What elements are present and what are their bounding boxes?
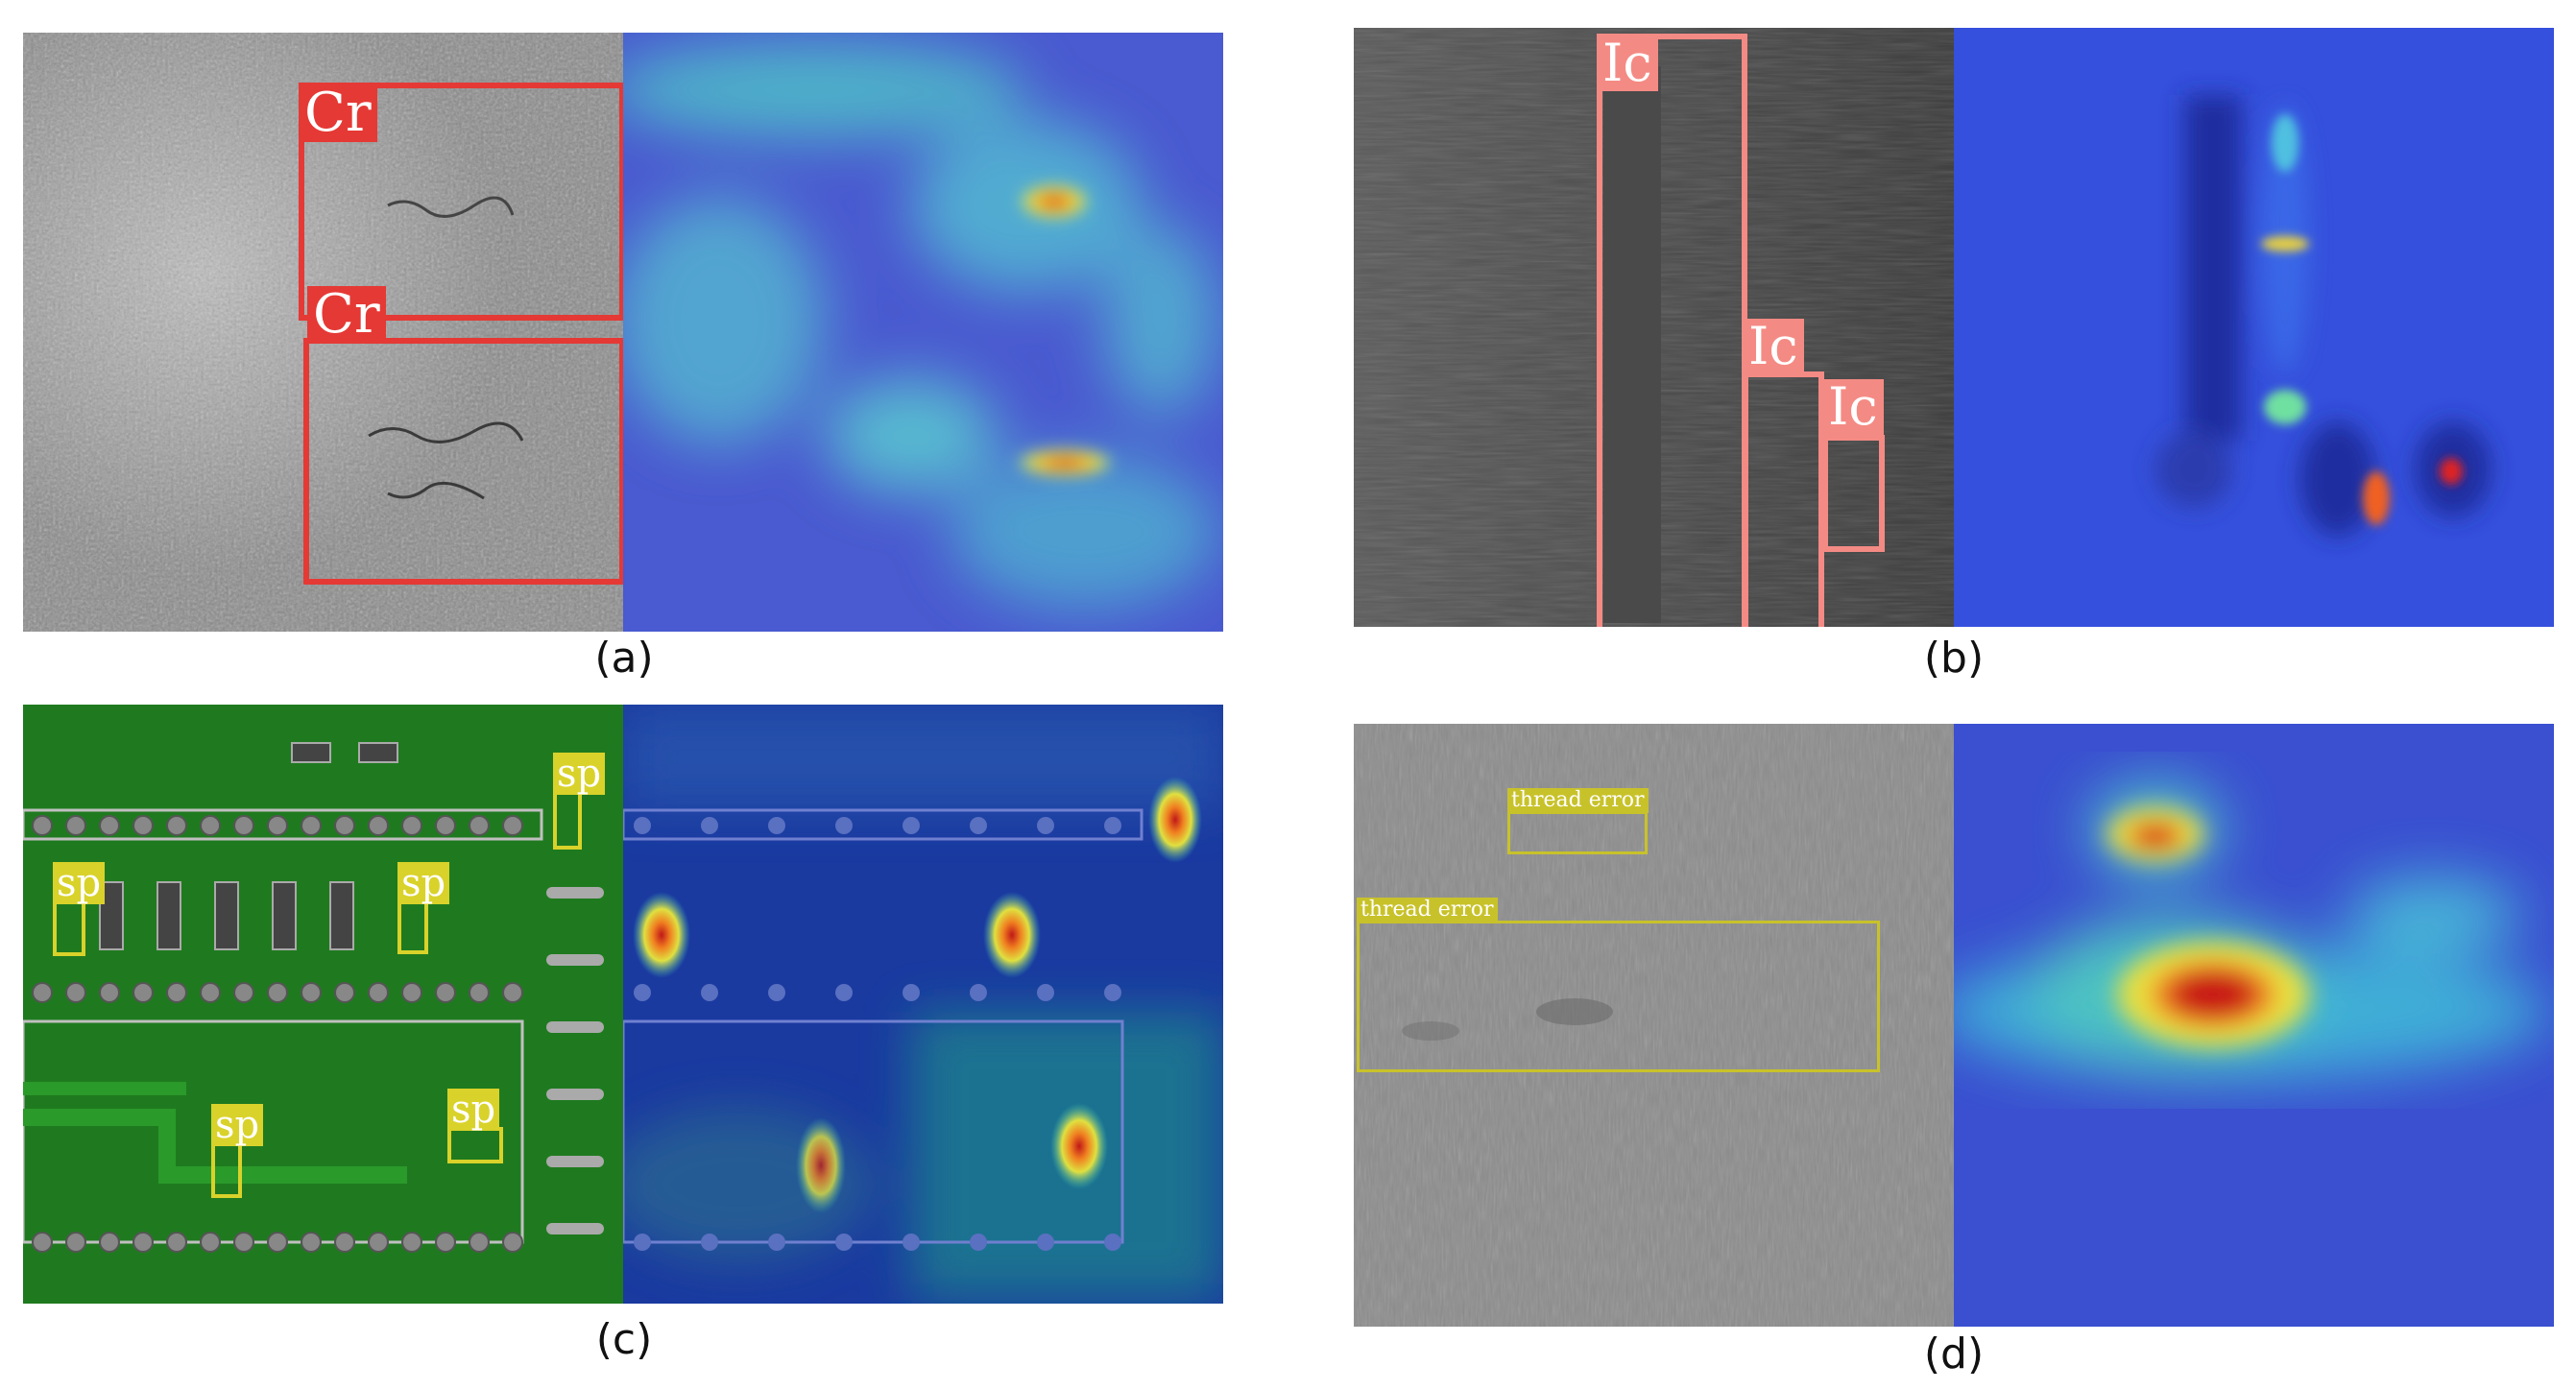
panel-c-heatmap <box>623 705 1223 1304</box>
sp-box-1 <box>553 789 582 850</box>
thread-error-box-1 <box>1507 811 1648 854</box>
caption-d: (d) <box>1923 1330 1985 1378</box>
ic-label-3: Ic <box>1822 379 1884 435</box>
ic-label-2: Ic <box>1743 319 1804 374</box>
panel-a-heatmap <box>623 33 1223 632</box>
sp-box-3 <box>397 899 428 954</box>
panel-d-heatmap <box>1954 724 2554 1327</box>
heatmap-b <box>1954 28 2554 627</box>
ic-box-2 <box>1743 371 1824 627</box>
panel-b-detection-image: Ic Ic Ic <box>1354 28 1954 627</box>
pcb-board <box>23 705 623 1304</box>
heatmap-a <box>623 33 1223 632</box>
panel-b-heatmap <box>1954 28 2554 627</box>
ic-box-1 <box>1597 34 1747 627</box>
caption-b: (b) <box>1923 634 1985 683</box>
ic-label-1: Ic <box>1597 36 1658 91</box>
ic-box-3 <box>1822 435 1885 552</box>
sp-box-5 <box>447 1127 503 1163</box>
thread-error-label-2: thread error <box>1357 898 1498 923</box>
heatmap-c <box>623 705 1223 1304</box>
cr-box-1 <box>299 83 623 321</box>
sp-label-1: sp <box>553 753 606 795</box>
sp-box-2 <box>53 899 85 956</box>
cr-label-2: Cr <box>307 286 386 344</box>
panel-a-detection-image: Cr Cr <box>23 33 623 632</box>
caption-c: (c) <box>595 1315 653 1364</box>
sp-label-4: sp <box>211 1104 264 1146</box>
cr-box-2 <box>303 338 623 585</box>
heatmap-d <box>1954 724 2554 1327</box>
sp-label-5: sp <box>447 1089 500 1131</box>
thread-error-label-1: thread error <box>1507 788 1649 813</box>
steel-surface-b <box>1354 28 1954 627</box>
panel-c-detection-image: sp sp sp sp sp <box>23 705 623 1304</box>
sp-label-2: sp <box>53 862 106 904</box>
fabric-surface <box>1354 724 1954 1327</box>
thread-error-box-2 <box>1357 921 1880 1072</box>
cr-label-1: Cr <box>299 84 377 142</box>
panel-d-detection-image: thread error thread error <box>1354 724 1954 1327</box>
sp-label-3: sp <box>397 862 450 904</box>
sp-box-4 <box>211 1140 242 1198</box>
caption-a: (a) <box>594 634 654 683</box>
